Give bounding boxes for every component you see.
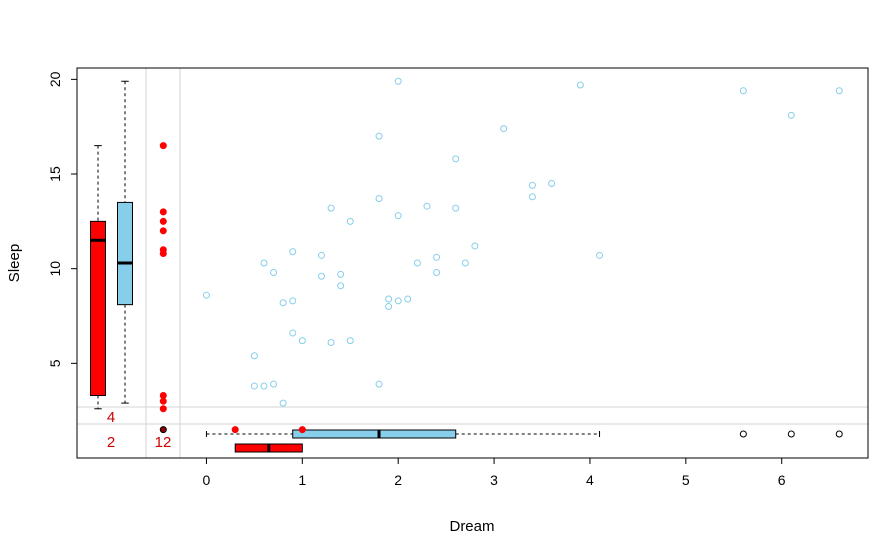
y-tick-label: 10 <box>47 261 63 277</box>
count-missing-both: 2 <box>107 434 115 451</box>
data-point <box>289 329 297 337</box>
data-point <box>787 111 795 119</box>
data-point <box>385 303 393 311</box>
data-point <box>548 179 556 187</box>
y-axis-title: Sleep <box>6 244 23 282</box>
data-point <box>289 248 297 256</box>
data-point <box>337 282 345 290</box>
data-point <box>270 268 278 276</box>
x-axis-title: Dream <box>449 518 494 535</box>
dream-boxplot-all-outlier <box>739 430 747 438</box>
dream-boxplot-all-box <box>292 429 457 439</box>
data-point <box>279 399 287 407</box>
boxplots <box>90 80 843 453</box>
sleep-boxplot-all-box <box>117 201 133 306</box>
data-point <box>375 132 383 140</box>
data-point <box>471 242 479 250</box>
data-point <box>433 253 441 261</box>
data-point <box>327 204 335 212</box>
missing-dream-point <box>159 217 167 225</box>
data-point <box>260 259 268 267</box>
data-point <box>528 181 536 189</box>
count-missing-x: 12 <box>155 434 172 451</box>
missing-dream-point <box>159 208 167 216</box>
dream-boxplot-all-outlier <box>787 430 795 438</box>
missing-dream-point <box>159 405 167 413</box>
data-point <box>404 295 412 303</box>
missing-dream-point <box>159 227 167 235</box>
x-tick-label: 2 <box>394 472 402 488</box>
count-missing-y: 4 <box>107 409 115 426</box>
missing-dream-point <box>159 392 167 400</box>
data-point <box>298 337 306 345</box>
missing-sleep-point <box>298 426 306 434</box>
data-point <box>394 212 402 220</box>
y-tick-label: 5 <box>47 359 63 367</box>
x-tick-label: 4 <box>586 472 594 488</box>
scatter-points <box>159 77 843 434</box>
data-point <box>739 87 747 95</box>
sleep-boxplot-all <box>117 80 133 404</box>
data-point <box>289 297 297 305</box>
plot-frame <box>76 67 869 459</box>
data-point <box>270 380 278 388</box>
data-point <box>433 268 441 276</box>
data-point <box>202 291 210 299</box>
x-axis: 0 1 2 3 4 5 6 <box>203 457 786 488</box>
data-point <box>461 259 469 267</box>
data-point <box>576 81 584 89</box>
data-point <box>835 87 843 95</box>
data-point <box>279 299 287 307</box>
data-point <box>394 297 402 305</box>
data-point <box>375 195 383 203</box>
data-point <box>596 251 604 259</box>
data-point <box>317 251 325 259</box>
x-tick-label: 3 <box>490 472 498 488</box>
data-point <box>413 259 421 267</box>
data-point <box>337 270 345 278</box>
missing-both-point <box>159 426 167 434</box>
x-tick-label: 1 <box>298 472 306 488</box>
data-point <box>375 380 383 388</box>
data-point <box>327 339 335 347</box>
data-point <box>346 337 354 345</box>
dream-boxplot-all-outlier <box>835 430 843 438</box>
y-axis: 5 10 15 20 <box>47 71 77 367</box>
data-point <box>385 295 393 303</box>
x-tick-label: 0 <box>203 472 211 488</box>
data-point <box>250 352 258 360</box>
missing-dream-point <box>159 250 167 258</box>
missing-dream-point <box>159 397 167 405</box>
missing-dream-point <box>159 142 167 150</box>
data-point <box>452 204 460 212</box>
data-point <box>317 272 325 280</box>
dream-boxplot-all <box>205 429 843 439</box>
sleep-boxplot-dream-missing-box <box>90 220 106 397</box>
data-point <box>346 217 354 225</box>
data-point <box>423 202 431 210</box>
missing-band-lines <box>77 68 868 458</box>
data-point <box>528 193 536 201</box>
y-tick-label: 15 <box>47 166 63 182</box>
data-point <box>500 125 508 133</box>
sleep-boxplot-dream-missing <box>90 145 106 410</box>
x-tick-label: 5 <box>682 472 690 488</box>
dream-boxplot-sleep-missing <box>234 443 303 453</box>
x-tick-label: 6 <box>778 472 786 488</box>
data-point <box>394 77 402 85</box>
data-point <box>250 382 258 390</box>
y-tick-label: 20 <box>47 71 63 87</box>
missing-sleep-point <box>231 426 239 434</box>
data-point <box>260 382 268 390</box>
data-point <box>452 155 460 163</box>
